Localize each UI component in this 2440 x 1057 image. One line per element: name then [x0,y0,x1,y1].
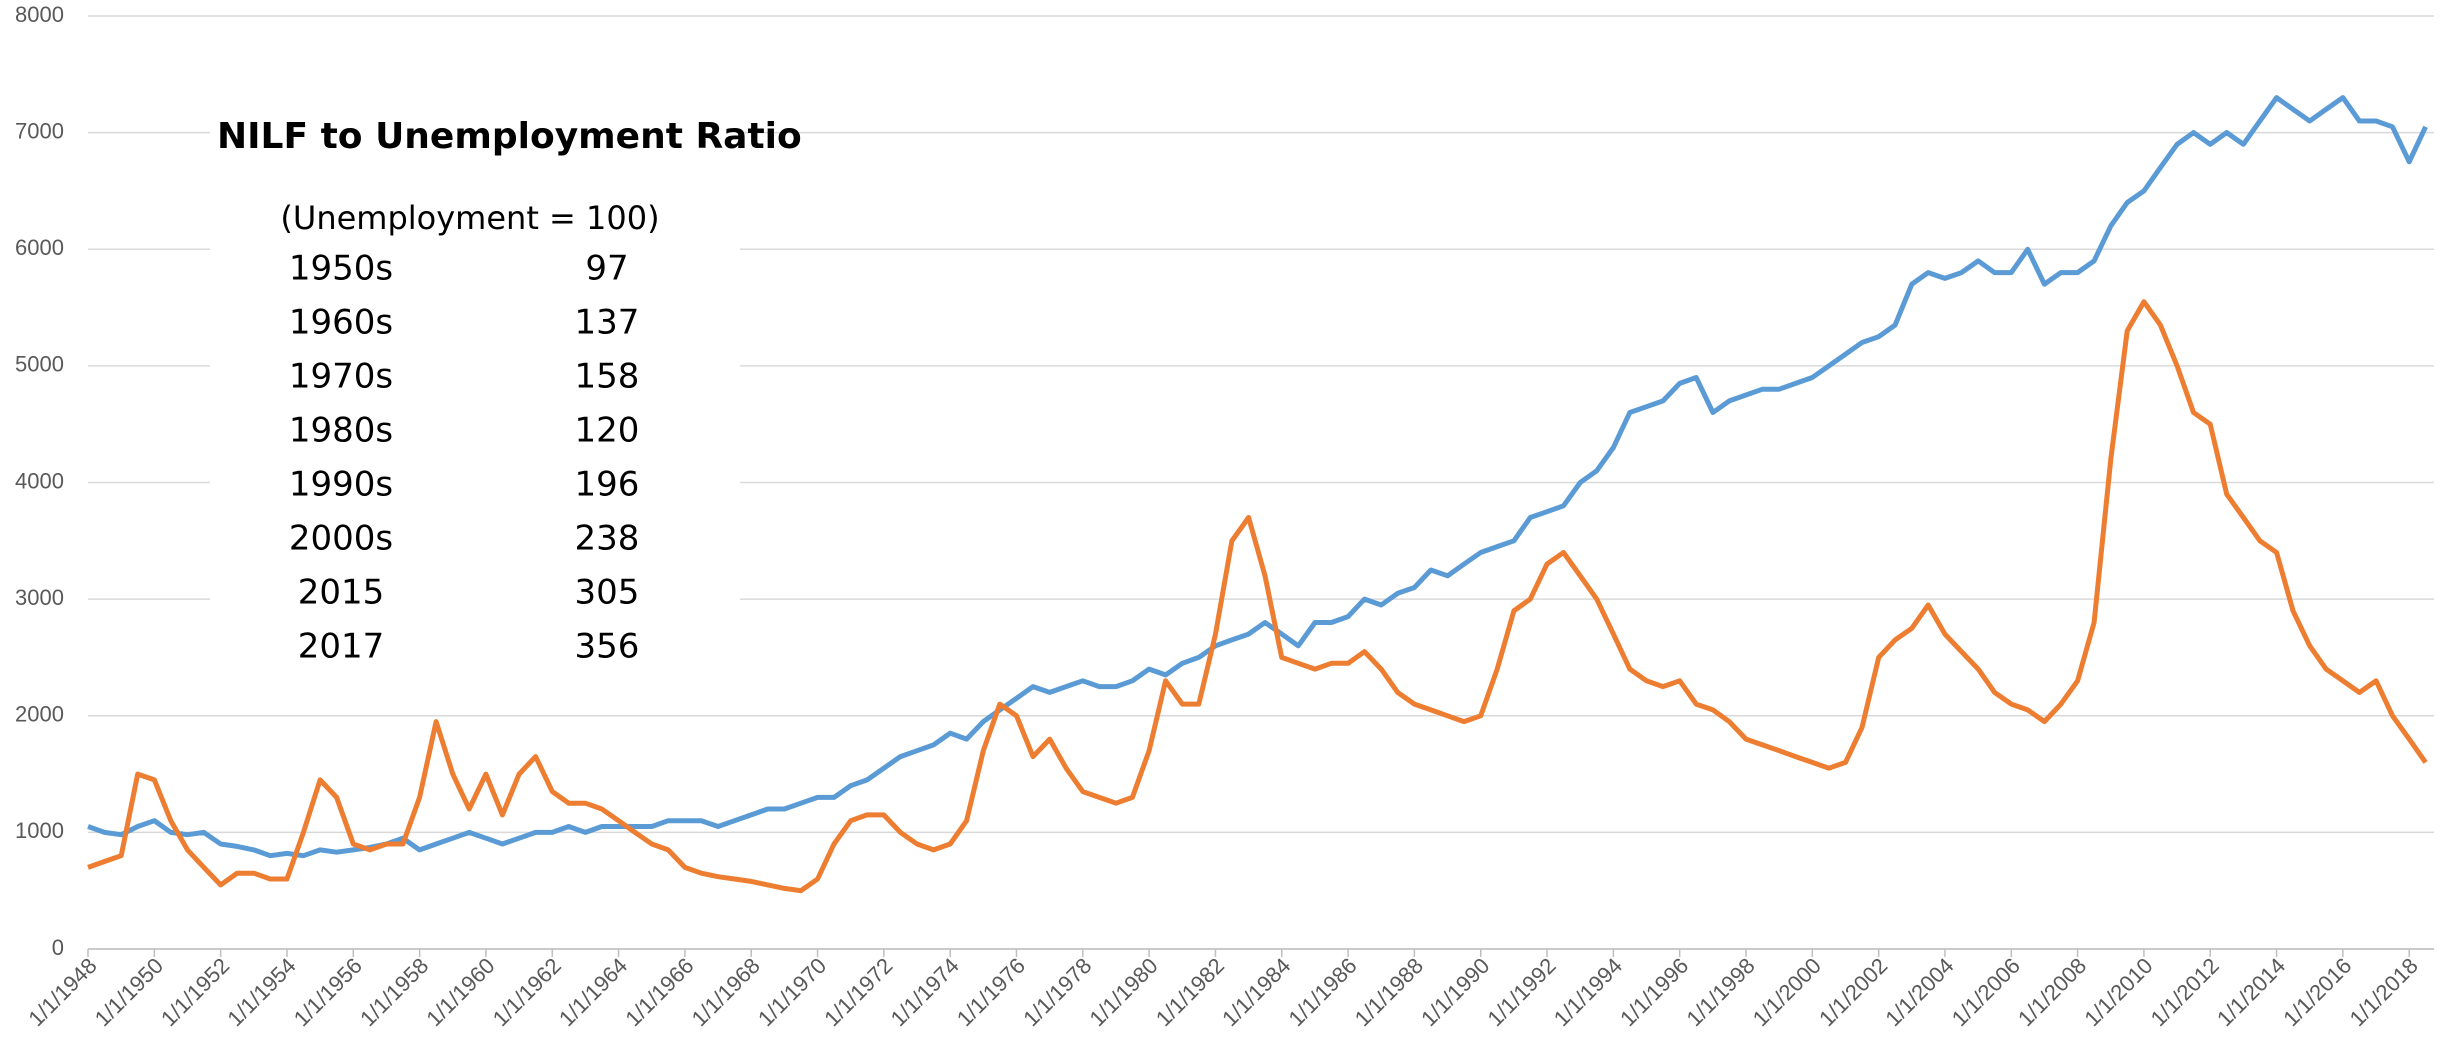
annotation-title: NILF to Unemployment Ratio [217,116,802,157]
x-tick-label: 1/1/2000 [1748,953,1826,1031]
x-tick-label: 1/1/1998 [1681,953,1759,1031]
x-tick-label: 1/1/1962 [488,953,566,1031]
x-tick-label: 1/1/2018 [2345,953,2423,1031]
x-tick-label: 1/1/1984 [1217,953,1295,1031]
x-tick-label: 1/1/2008 [2013,953,2091,1031]
x-tick-label: 1/1/1960 [421,953,499,1031]
series-line [87,299,2428,894]
x-tick-label: 1/1/2006 [1947,953,2025,1031]
annotation-label: 2000s [289,519,393,559]
y-tick-label: 6000 [15,235,64,260]
annotation-label: 1960s [289,303,393,343]
x-tick-label: 1/1/1990 [1416,953,1494,1031]
x-tick-label: 1/1/1980 [1085,953,1163,1031]
annotation-label: 1990s [289,465,393,505]
x-tick-label: 1/1/1958 [355,953,433,1031]
x-tick-label: 1/1/1956 [289,953,367,1031]
x-tick-label: 1/1/1948 [23,953,101,1031]
x-tick-label: 1/1/1968 [687,953,765,1031]
y-tick-label: 4000 [15,468,64,493]
annotation-label: 2015 [298,573,385,613]
x-tick-label: 1/1/1950 [90,953,168,1031]
x-tick-label: 1/1/1972 [819,953,897,1031]
annotation-value: 120 [575,411,640,451]
x-tick-label: 1/1/1982 [1151,953,1229,1031]
y-tick-label: 3000 [15,585,64,610]
x-tick-label: 1/1/1964 [554,953,632,1031]
x-tick-label: 1/1/2012 [2146,953,2224,1031]
x-tick-label: 1/1/1974 [886,953,964,1031]
annotation-value: 196 [575,465,640,505]
x-tick-label: 1/1/1976 [952,953,1030,1031]
x-tick-label: 1/1/1996 [1615,953,1693,1031]
annotation-box [210,100,740,660]
annotation-label: 2017 [298,627,385,667]
annotation-value: 238 [575,519,640,559]
x-tick-label: 1/1/2010 [2079,953,2157,1031]
annotation-label: 1970s [289,357,393,397]
series-line [87,95,2428,859]
x-tick-label: 1/1/1954 [222,953,300,1031]
x-tick-label: 1/1/1986 [1284,953,1362,1031]
y-tick-label: 7000 [15,118,64,143]
annotation-label: 1980s [289,411,393,451]
x-tick-label: 1/1/1988 [1350,953,1428,1031]
annotation-label: 1950s [289,249,393,289]
annotation-value: 356 [575,627,640,667]
x-tick-label: 1/1/2016 [2278,953,2356,1031]
annotation-value: 97 [585,249,628,289]
y-tick-label: 1000 [15,818,64,843]
x-tick-label: 1/1/1970 [753,953,831,1031]
annotation-value: 305 [575,573,640,613]
x-tick-label: 1/1/1966 [620,953,698,1031]
y-tick-label: 0 [52,935,64,960]
y-tick-label: 5000 [15,352,64,377]
annotation-value: 158 [575,357,640,397]
y-tick-label: 2000 [15,702,64,727]
x-tick-label: 1/1/1952 [156,953,234,1031]
annotation-subtitle: (Unemployment = 100) [280,199,659,237]
annotation-value: 137 [575,303,640,343]
x-tick-label: 1/1/1994 [1549,953,1627,1031]
x-tick-label: 1/1/2004 [1880,953,1958,1031]
x-tick-label: 1/1/2002 [1814,953,1892,1031]
x-tick-label: 1/1/1978 [1018,953,1096,1031]
x-tick-label: 1/1/1992 [1482,953,1560,1031]
x-tick-label: 1/1/2014 [2212,953,2290,1031]
y-tick-label: 8000 [15,2,64,27]
